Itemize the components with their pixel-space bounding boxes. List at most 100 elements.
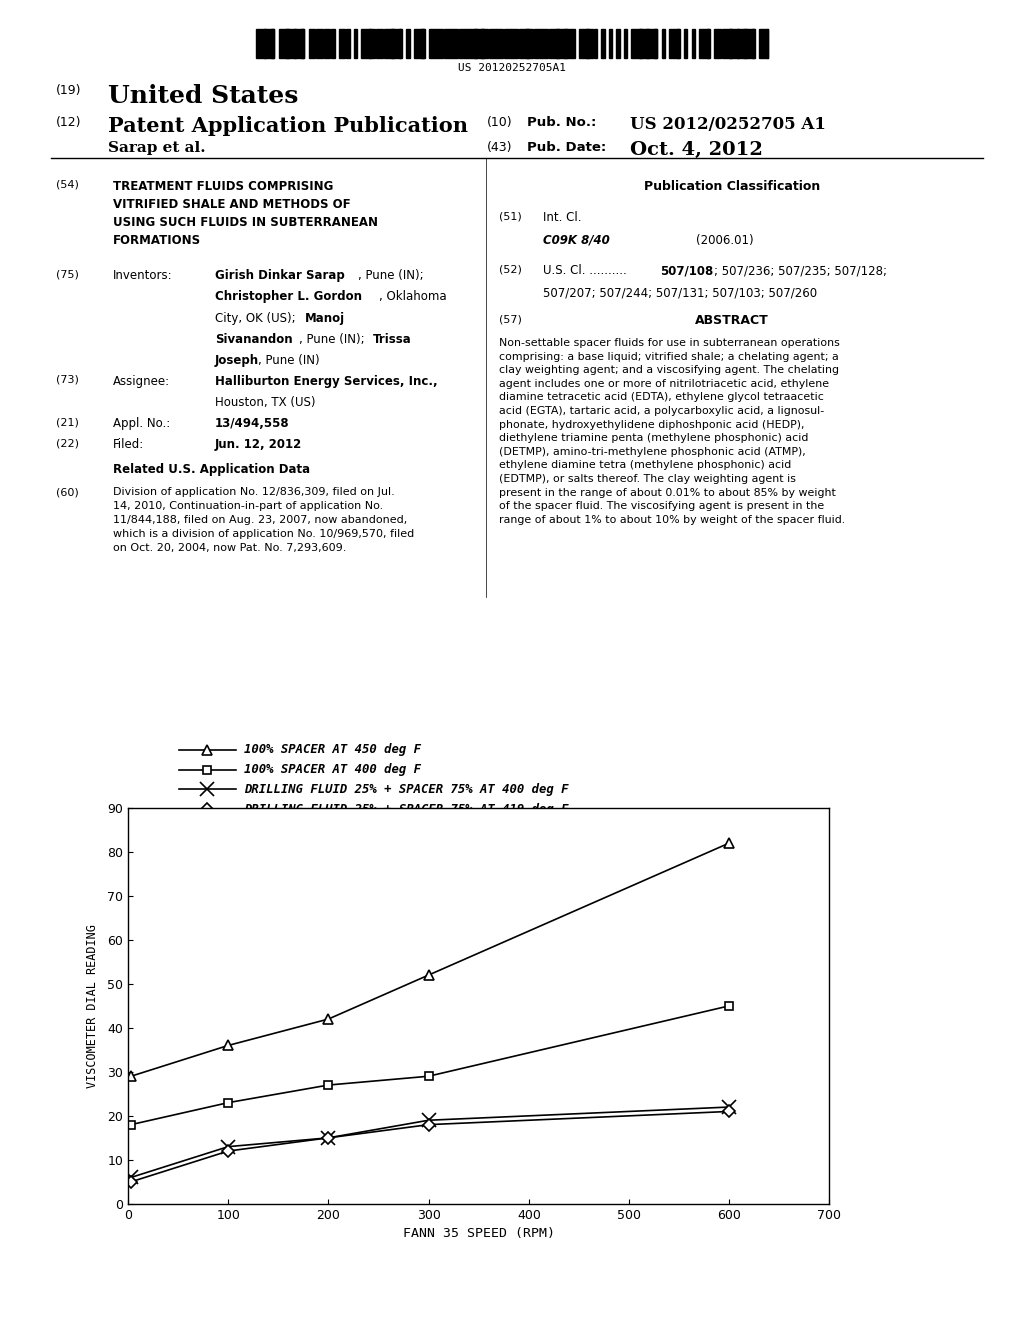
Text: Filed:: Filed: bbox=[113, 438, 144, 451]
Text: (57): (57) bbox=[499, 314, 521, 325]
Bar bbox=[542, 29, 548, 58]
Bar bbox=[504, 29, 511, 58]
Text: City, OK (US);: City, OK (US); bbox=[215, 312, 299, 325]
Bar bbox=[646, 29, 656, 58]
Text: Assignee:: Assignee: bbox=[113, 375, 170, 388]
Bar bbox=[398, 29, 402, 58]
Text: TREATMENT FLUIDS COMPRISING
VITRIFIED SHALE AND METHODS OF
USING SUCH FLUIDS IN : TREATMENT FLUIDS COMPRISING VITRIFIED SH… bbox=[113, 180, 378, 247]
Text: ; 507/236; 507/235; 507/128;: ; 507/236; 507/235; 507/128; bbox=[714, 264, 887, 277]
Text: (2006.01): (2006.01) bbox=[696, 234, 754, 247]
Text: Sivanandon: Sivanandon bbox=[215, 333, 293, 346]
Text: Pub. Date:: Pub. Date: bbox=[527, 141, 606, 154]
Text: , Pune (IN);: , Pune (IN); bbox=[299, 333, 369, 346]
Text: United States: United States bbox=[108, 84, 298, 108]
Bar bbox=[601, 29, 605, 58]
Bar bbox=[384, 29, 394, 58]
Text: (22): (22) bbox=[56, 438, 79, 449]
Text: 507/108: 507/108 bbox=[660, 264, 714, 277]
Text: Halliburton Energy Services, Inc.,: Halliburton Energy Services, Inc., bbox=[215, 375, 437, 388]
Bar bbox=[571, 29, 574, 58]
Y-axis label: VISCOMETER DIAL READING: VISCOMETER DIAL READING bbox=[86, 924, 98, 1088]
Text: (21): (21) bbox=[56, 417, 79, 428]
Bar bbox=[556, 29, 566, 58]
Text: C09K 8/40: C09K 8/40 bbox=[543, 234, 609, 247]
Bar bbox=[669, 29, 679, 58]
Text: Pub. No.:: Pub. No.: bbox=[527, 116, 597, 129]
Bar bbox=[436, 29, 443, 58]
Text: (54): (54) bbox=[56, 180, 79, 190]
Bar bbox=[301, 29, 304, 58]
Text: , Pune (IN): , Pune (IN) bbox=[258, 354, 319, 367]
Bar bbox=[263, 29, 273, 58]
Bar bbox=[767, 29, 768, 58]
Bar bbox=[369, 29, 376, 58]
Bar bbox=[271, 29, 274, 58]
Bar bbox=[654, 29, 657, 58]
Bar bbox=[624, 29, 628, 58]
Text: , Pune (IN);: , Pune (IN); bbox=[358, 269, 424, 282]
Bar bbox=[391, 29, 401, 58]
Text: DRILLING FLUID 25% + SPACER 75% AT 400 deg F: DRILLING FLUID 25% + SPACER 75% AT 400 d… bbox=[244, 783, 568, 796]
Bar bbox=[294, 29, 304, 58]
Text: Sarap et al.: Sarap et al. bbox=[108, 141, 205, 156]
Bar bbox=[587, 29, 593, 58]
Bar bbox=[736, 29, 746, 58]
Bar bbox=[609, 29, 612, 58]
Text: Patent Application Publication: Patent Application Publication bbox=[108, 116, 468, 136]
Bar bbox=[632, 29, 642, 58]
Text: Houston, TX (US): Houston, TX (US) bbox=[215, 396, 315, 409]
Bar bbox=[564, 29, 570, 58]
Bar bbox=[488, 29, 496, 58]
Bar bbox=[714, 29, 721, 58]
Text: Girish Dinkar Sarap: Girish Dinkar Sarap bbox=[215, 269, 345, 282]
Bar bbox=[662, 29, 665, 58]
Bar bbox=[459, 29, 466, 58]
Bar bbox=[414, 29, 424, 58]
Text: Oct. 4, 2012: Oct. 4, 2012 bbox=[630, 141, 763, 160]
Bar bbox=[421, 29, 425, 58]
Text: 100% SPACER AT 450 deg F: 100% SPACER AT 450 deg F bbox=[244, 743, 421, 756]
Bar bbox=[534, 29, 541, 58]
Bar bbox=[699, 29, 710, 58]
Text: Joseph: Joseph bbox=[215, 354, 259, 367]
Text: (12): (12) bbox=[56, 116, 82, 129]
Bar bbox=[759, 29, 768, 58]
Bar bbox=[511, 29, 518, 58]
Bar bbox=[474, 29, 484, 58]
Text: US 2012/0252705 A1: US 2012/0252705 A1 bbox=[630, 116, 825, 133]
Bar bbox=[279, 29, 289, 58]
Bar bbox=[407, 29, 410, 58]
Text: Division of application No. 12/836,309, filed on Jul.
14, 2010, Continuation-in-: Division of application No. 12/836,309, … bbox=[113, 487, 414, 553]
Text: DRILLING FLUID 25% + SPACER 75% AT 419 deg F: DRILLING FLUID 25% + SPACER 75% AT 419 d… bbox=[244, 803, 568, 816]
Text: , Oklahoma: , Oklahoma bbox=[379, 290, 446, 304]
Bar bbox=[361, 29, 372, 58]
Text: (73): (73) bbox=[56, 375, 79, 385]
Text: Trissa: Trissa bbox=[373, 333, 412, 346]
Text: Int. Cl.: Int. Cl. bbox=[543, 211, 582, 224]
Text: Appl. No.:: Appl. No.: bbox=[113, 417, 170, 430]
Bar bbox=[466, 29, 476, 58]
Text: 13/494,558: 13/494,558 bbox=[215, 417, 290, 430]
Text: Related U.S. Application Data: Related U.S. Application Data bbox=[113, 463, 310, 477]
Text: ABSTRACT: ABSTRACT bbox=[695, 314, 769, 327]
Text: (51): (51) bbox=[499, 211, 521, 222]
Bar bbox=[324, 29, 331, 58]
Bar bbox=[616, 29, 620, 58]
Bar bbox=[579, 29, 589, 58]
Text: Non-settable spacer fluids for use in subterranean operations
comprising: a base: Non-settable spacer fluids for use in su… bbox=[499, 338, 845, 525]
Text: Jun. 12, 2012: Jun. 12, 2012 bbox=[215, 438, 302, 451]
Text: Christopher L. Gordon: Christopher L. Gordon bbox=[215, 290, 362, 304]
Text: Manoj: Manoj bbox=[305, 312, 345, 325]
Text: 507/207; 507/244; 507/131; 507/103; 507/260: 507/207; 507/244; 507/131; 507/103; 507/… bbox=[543, 286, 817, 300]
Text: US 20120252705A1: US 20120252705A1 bbox=[458, 63, 566, 74]
Bar bbox=[722, 29, 732, 58]
Bar bbox=[519, 29, 529, 58]
Bar bbox=[316, 29, 323, 58]
Bar bbox=[353, 29, 357, 58]
Bar bbox=[346, 29, 349, 58]
Text: (52): (52) bbox=[499, 264, 521, 275]
Bar bbox=[677, 29, 680, 58]
Bar bbox=[481, 29, 488, 58]
Bar bbox=[497, 29, 503, 58]
Bar bbox=[729, 29, 739, 58]
